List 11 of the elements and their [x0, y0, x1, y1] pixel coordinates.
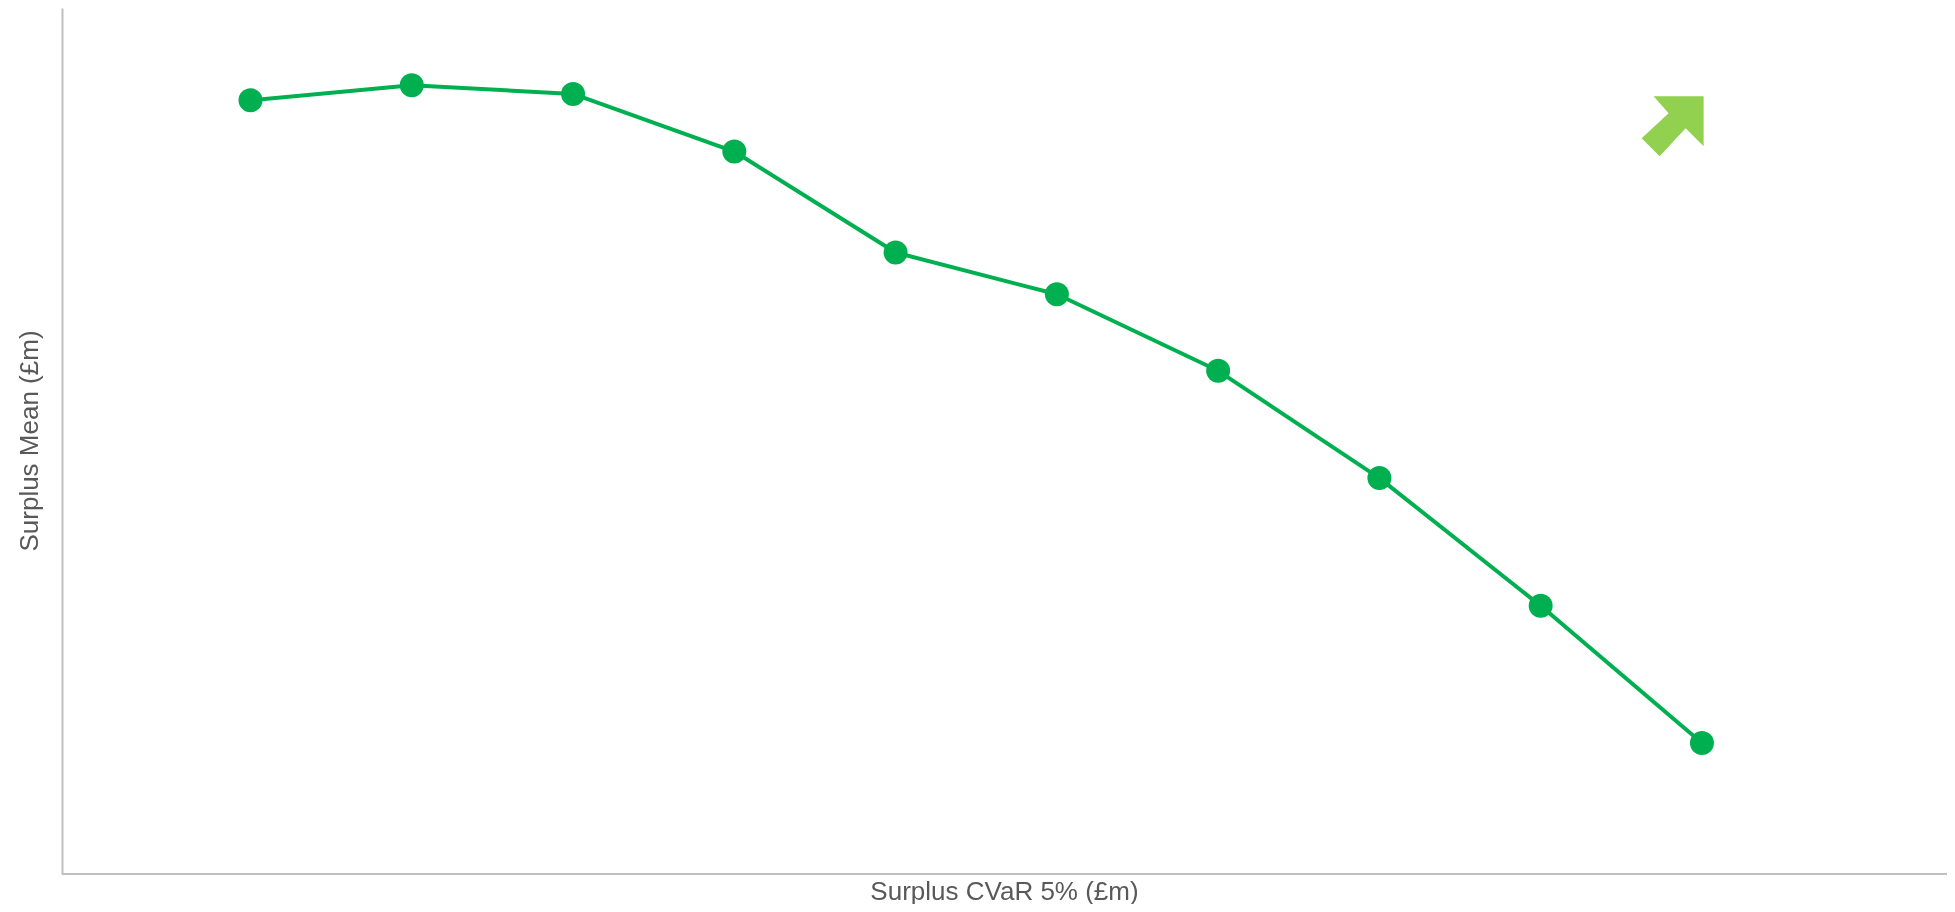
point	[883, 240, 908, 265]
point	[399, 73, 424, 98]
point	[561, 81, 586, 106]
point	[1528, 593, 1553, 618]
point	[722, 139, 747, 164]
point	[1367, 466, 1392, 491]
point	[1206, 358, 1231, 383]
point	[1044, 282, 1069, 307]
y-axis-title: Surplus Mean (£m)	[14, 330, 44, 552]
point	[1689, 731, 1714, 756]
point	[238, 88, 263, 113]
